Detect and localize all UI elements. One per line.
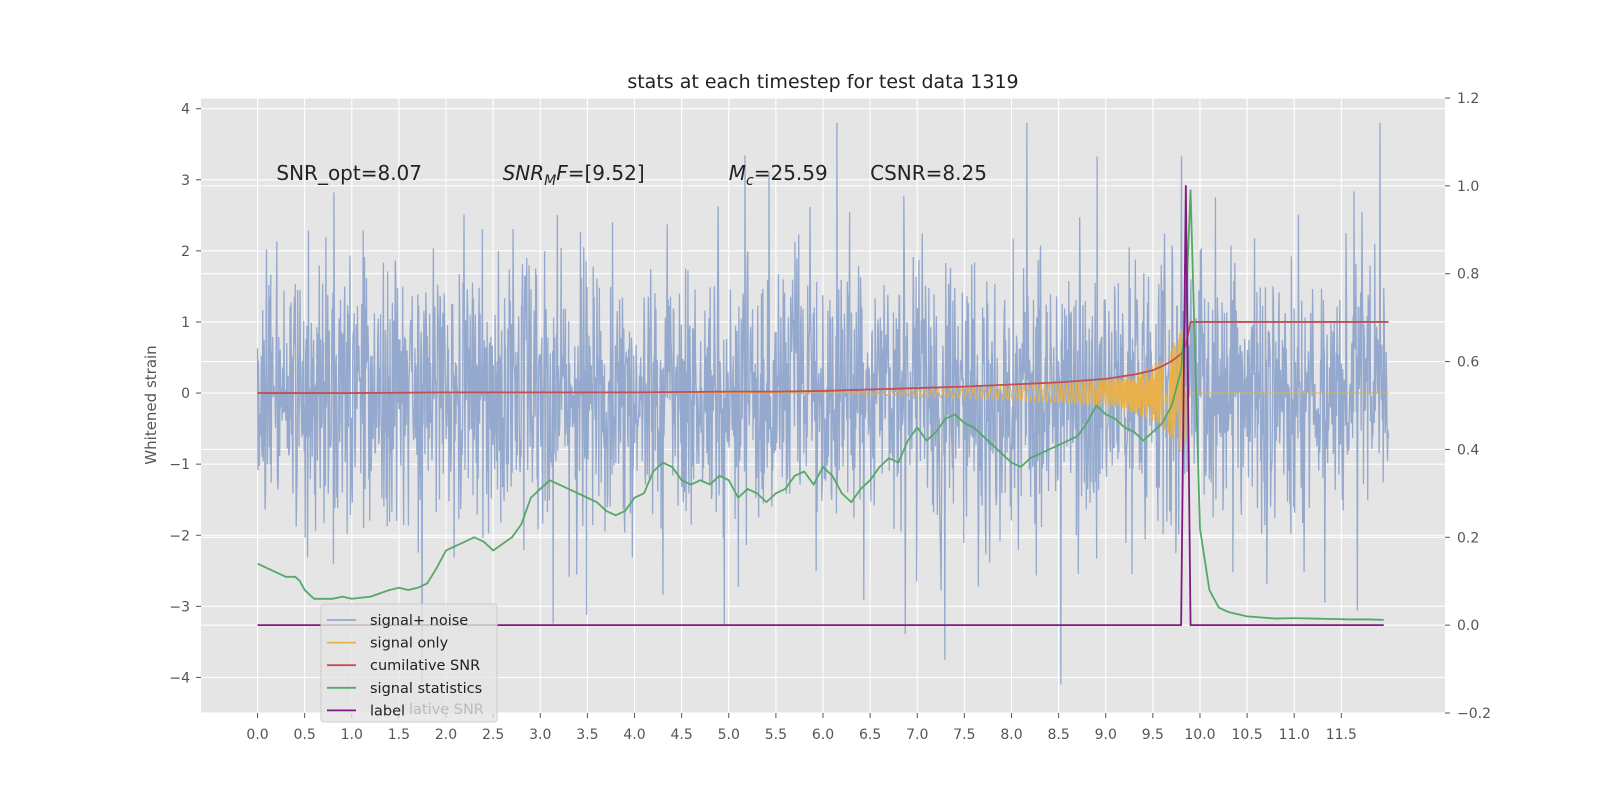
legend-label: label bbox=[370, 703, 405, 719]
y2-tick-label: −0.2 bbox=[1457, 706, 1491, 722]
annotation-0: SNR_opt=8.07 bbox=[276, 161, 422, 185]
legend: lative SNR signal+ noise signal only cumila… bbox=[320, 603, 498, 723]
y2-tick-label: 0.0 bbox=[1457, 618, 1479, 634]
x-tick-label: 1.5 bbox=[388, 727, 410, 743]
x-tick-label: 7.5 bbox=[953, 727, 975, 743]
x-tick-label: 9.0 bbox=[1095, 727, 1117, 743]
y2-tick-label: 1.2 bbox=[1457, 91, 1479, 107]
annotations: SNR_opt=8.07 SNRMF=[9.52] Mc=25.59 CSNR=8.2… bbox=[276, 161, 987, 189]
legend-label: signal only bbox=[370, 636, 449, 652]
label-line bbox=[257, 184, 1384, 627]
y2-tick-label: 1.0 bbox=[1457, 179, 1479, 195]
annotation-3: CSNR=8.25 bbox=[870, 161, 987, 185]
signal-noise-series bbox=[256, 122, 1390, 685]
legend-label: signal statistics bbox=[370, 681, 482, 697]
x-tick-label: 2.0 bbox=[435, 727, 457, 743]
y-tick-label: −1 bbox=[169, 457, 190, 473]
x-tick-label: 8.0 bbox=[1000, 727, 1022, 743]
x-tick-label: 8.5 bbox=[1047, 727, 1069, 743]
x-tick-label: 6.0 bbox=[812, 727, 834, 743]
y2-tick-label: 0.8 bbox=[1457, 267, 1479, 283]
x-tick-label: 10.5 bbox=[1232, 727, 1263, 743]
signal-statistics-line bbox=[257, 189, 1384, 621]
x-tick-label: 5.5 bbox=[765, 727, 787, 743]
annotation-1: SNRMF=[9.52] bbox=[503, 161, 645, 189]
y-tick-label: −3 bbox=[169, 599, 190, 615]
x-axis: 0.0 0.5 1.0 1.5 2.0 2.5 3.0 3.5 4.0 4.5 5.0 5.5 6.0 6… bbox=[246, 713, 1357, 743]
x-tick-label: 1.0 bbox=[341, 727, 363, 743]
y2-tick-label: 0.2 bbox=[1457, 530, 1479, 546]
x-tick-label: 3.5 bbox=[576, 727, 598, 743]
x-tick-label: 11.0 bbox=[1279, 727, 1310, 743]
legend-overlap-text: lative SNR bbox=[409, 702, 484, 718]
y2-tick-label: 0.6 bbox=[1457, 355, 1479, 371]
x-tick-label: 11.5 bbox=[1326, 727, 1357, 743]
legend-label: cumilative SNR bbox=[370, 658, 480, 674]
x-tick-label: 10.0 bbox=[1184, 727, 1215, 743]
x-tick-label: 0.0 bbox=[246, 727, 268, 743]
x-tick-label: 5.0 bbox=[718, 727, 740, 743]
y-tick-label: 1 bbox=[181, 315, 190, 331]
y-axis-label: Whitened strain bbox=[142, 345, 160, 464]
line-series bbox=[257, 184, 1389, 627]
x-tick-label: 9.5 bbox=[1142, 727, 1164, 743]
x-tick-label: 4.5 bbox=[671, 727, 693, 743]
x-tick-label: 4.0 bbox=[623, 727, 645, 743]
annotation-2: Mc=25.59 bbox=[729, 161, 828, 189]
x-tick-label: 6.5 bbox=[859, 727, 881, 743]
y-tick-label: 0 bbox=[181, 386, 190, 402]
y2-tick-label: 0.4 bbox=[1457, 442, 1479, 458]
signal-noise-line bbox=[256, 122, 1390, 685]
y-tick-label: −4 bbox=[169, 670, 190, 686]
y-tick-label: 2 bbox=[181, 244, 190, 260]
x-tick-label: 2.5 bbox=[482, 727, 504, 743]
x-tick-label: 0.5 bbox=[294, 727, 316, 743]
y-tick-label: −2 bbox=[169, 528, 190, 544]
y-tick-label: 3 bbox=[181, 173, 190, 189]
y-tick-label: 4 bbox=[181, 102, 190, 118]
y-axis-right: 1.2 1.0 0.8 0.6 0.4 0.2 0.0 −0.2 bbox=[1445, 91, 1491, 722]
legend-label: signal+ noise bbox=[370, 613, 468, 629]
chart-title: stats at each timestep for test data 131… bbox=[627, 71, 1018, 93]
y-axis-left: 4 3 2 1 0 −1 −2 −3 −4 bbox=[169, 102, 201, 686]
x-tick-label: 3.0 bbox=[529, 727, 551, 743]
legend-box bbox=[320, 603, 498, 723]
x-tick-label: 7.0 bbox=[906, 727, 928, 743]
